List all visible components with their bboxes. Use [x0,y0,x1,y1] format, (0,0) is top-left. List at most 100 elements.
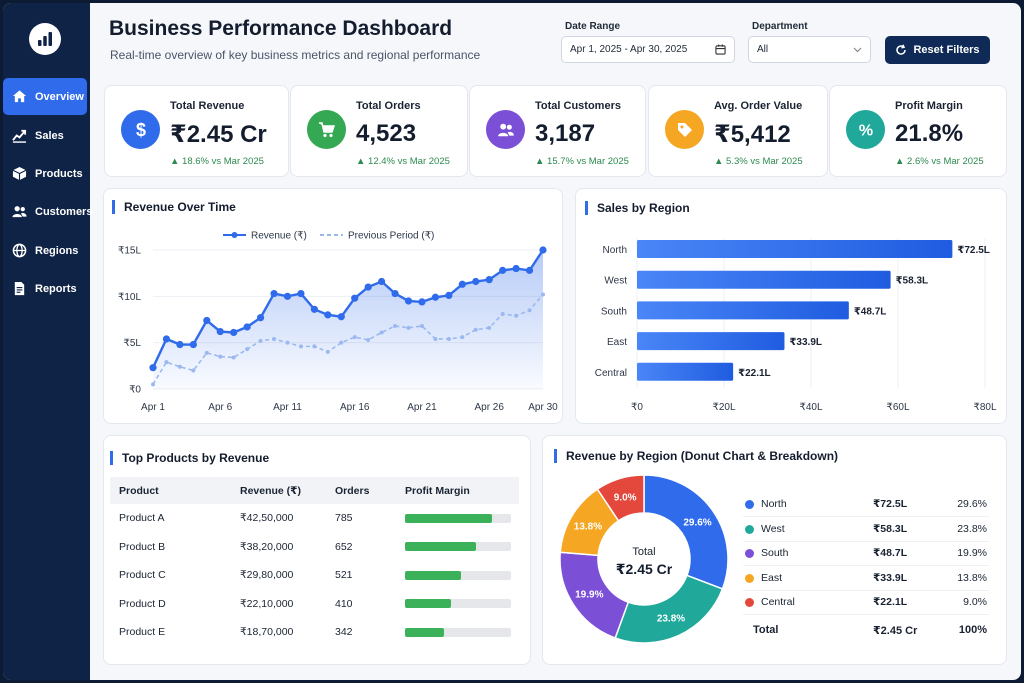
sidebar-item-sales[interactable]: Sales [3,117,87,154]
reset-filters-button[interactable]: Reset Filters [885,36,990,64]
sidebar-item-regions[interactable]: Regions [3,232,87,269]
cart-icon [307,110,346,149]
sidebar-item-customers[interactable]: Customers [3,193,92,230]
kpi-label: Profit Margin [895,100,963,112]
category-label: South [601,306,627,317]
kpi-change: ▲ 5.3% vs Mar 2025 [714,156,803,167]
bar-south [637,301,849,320]
table-row[interactable]: Product D ₹22,10,000 410 [110,590,519,619]
legend-row-west[interactable]: West ₹58.3L 23.8% [743,518,989,542]
kpi-card-aov: Avg. Order Value ₹5,412 ▲ 5.3% vs Mar 20… [648,85,828,177]
revenue-point [176,340,184,349]
kpi-change: ▲ 12.4% vs Mar 2025 [356,156,450,167]
previous-period-point [298,344,303,349]
previous-period-point [218,354,223,359]
column-header-orders[interactable]: Orders [326,477,396,504]
revenue-point [418,298,426,306]
kpi-value: 21.8% [895,120,964,147]
sidebar-item-reports[interactable]: Reports [3,270,87,307]
revenue-point [162,335,171,343]
previous-period-point [285,340,290,345]
profit-margin-bar [405,627,511,637]
revenue-point [539,246,547,254]
previous-period-point [325,349,330,354]
profit-margin-bar-fill [405,627,445,637]
table-row[interactable]: Product C ₹29,80,000 521 [110,561,519,590]
column-header-product[interactable]: Product [110,477,231,504]
table-row[interactable]: Product E ₹18,70,000 342 [110,618,519,647]
legend-revenue-marker [231,232,238,238]
bar-east [637,332,785,351]
sidebar-item-products[interactable]: Products [3,155,87,192]
slice-label: 19.9% [575,590,603,601]
previous-period-point [406,325,411,330]
legend-row-north[interactable]: North ₹72.5L 29.6% [743,493,989,517]
previous-period-point [379,330,384,335]
kpi-change: ▲ 18.6% vs Mar 2025 [170,156,264,167]
legend-pct: 13.8% [957,571,987,584]
kpi-value: ₹5,412 [714,121,791,148]
donut-total-row: Total ₹2.45 Cr 100% [743,621,989,643]
revenue-point [283,292,292,300]
legend-row-central[interactable]: Central ₹22.1L 9.0% [743,591,989,615]
app-logo[interactable] [29,23,61,55]
date-range-value: Apr 1, 2025 - Apr 30, 2025 [570,44,688,55]
revenue-point [310,305,318,313]
profit-margin-cell [396,561,519,590]
legend-value: ₹22.1L [873,596,908,608]
previous-period-point [352,335,357,340]
previous-period-point [514,313,519,318]
legend-row-east[interactable]: East ₹33.9L 13.8% [743,567,989,591]
legend-name: Central [761,596,795,608]
profit-margin-bar [405,542,511,552]
revenue-point [297,289,305,298]
sales-by-region-bar-chart: ₹0 ₹20L ₹40L ₹60L ₹80L North ₹72.5L West ₹58.3L S… [595,238,997,413]
legend-pct: 23.8% [957,522,987,535]
product-revenue: ₹38,20,000 [240,540,294,553]
x-tick-label: ₹0 [631,402,643,413]
donut-title: Revenue by Region (Donut Chart & Breakdo… [554,449,838,463]
product-orders: 342 [335,626,353,639]
department-select[interactable]: All [748,36,871,63]
profit-margin-bar-fill [405,542,477,552]
legend-previous-label: Previous Period (₹) [348,231,434,242]
product-revenue: ₹29,80,000 [240,569,294,582]
revenue-area [153,250,543,389]
donut-slice-central [596,474,645,522]
sidebar-item-overview[interactable]: Overview [3,78,87,115]
revenue-chart-title: Revenue Over Time [112,200,236,214]
table-row[interactable]: Product A ₹42,50,000 785 [110,504,519,533]
kpi-value: 3,187 [535,120,596,147]
previous-period-point [191,368,196,373]
legend-revenue-label: Revenue (₹) [251,231,307,242]
bar-chart-icon [38,32,52,46]
bar-west [637,270,891,289]
revenue-point [512,264,520,273]
revenue-point [324,311,332,319]
revenue-point [270,289,278,298]
users-icon [486,110,525,149]
column-header-revenue[interactable]: Revenue (₹) [231,477,326,504]
svg-text:$: $ [135,120,145,140]
x-tick-label: ₹20L [712,402,735,413]
previous-period-point [460,335,465,340]
bar-value-label: ₹58.3L [896,276,929,287]
legend-swatch [745,573,754,583]
legend-row-south[interactable]: South ₹48.7L 19.9% [743,542,989,566]
bar-north [637,240,953,258]
revenue-point [378,277,386,286]
table-row[interactable]: Product B ₹38,20,000 652 [110,533,519,562]
sidebar-item-label: Reports [35,282,77,295]
document-icon [14,281,25,296]
date-range-picker[interactable]: Apr 1, 2025 - Apr 30, 2025 [561,36,735,63]
total-label: Total [753,624,779,636]
sidebar-item-label: Regions [35,244,79,257]
slice-label: 29.6% [683,518,711,529]
table-header-row: Product Revenue (₹) Orders Profit Margin [110,477,519,504]
previous-period-point [446,336,451,341]
profit-margin-cell [396,618,519,647]
profit-margin-cell [396,590,519,619]
previous-period-point [258,338,263,343]
column-header-profit-margin[interactable]: Profit Margin [396,477,519,504]
bar-central [637,362,734,381]
